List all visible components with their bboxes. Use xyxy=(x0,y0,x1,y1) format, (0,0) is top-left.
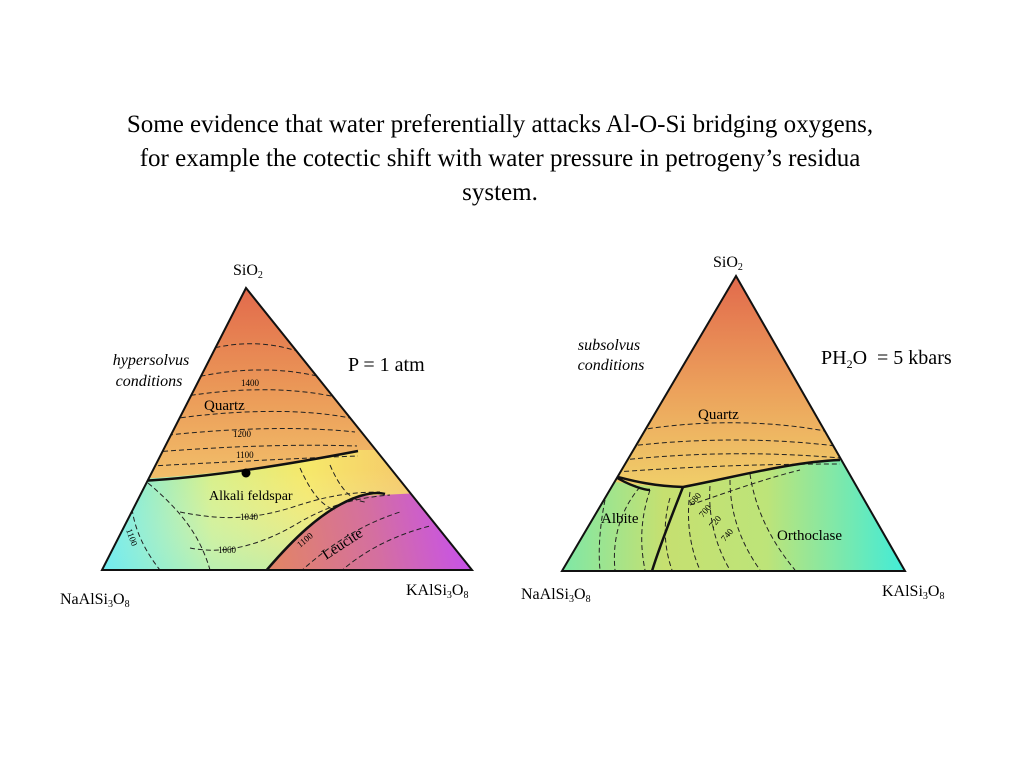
right-isotherms xyxy=(598,422,841,571)
right-apex-left-label: NaAlSi3O8 xyxy=(521,586,591,605)
right-ternary-diagram xyxy=(562,276,905,571)
right-pressure-label: PH2O = 5 kbars xyxy=(821,347,952,371)
left-triangle-outline xyxy=(100,286,475,571)
left-isotherm-label: 1060 xyxy=(218,545,237,555)
left-quartz-label: Quartz xyxy=(204,398,245,414)
left-pressure-label: P = 1 atm xyxy=(348,354,425,376)
slide-title: Some evidence that water preferentially … xyxy=(60,108,940,210)
left-isotherm-label: 1400 xyxy=(241,378,260,388)
left-apex-left-label: NaAlSi3O8 xyxy=(60,591,130,610)
right-apex-top-label: SiO2 xyxy=(713,254,743,273)
title-line-1: Some evidence that water preferentially … xyxy=(126,111,874,138)
left-feldspar-label: Alkali feldspar xyxy=(209,489,293,504)
left-conditions-line-2: conditions xyxy=(116,373,183,390)
title-line-2: for example the cotectic shift with wate… xyxy=(139,145,861,172)
left-leucite-boundary xyxy=(264,491,386,570)
left-minimum-point xyxy=(241,468,251,478)
right-apex-right-label: KAlSi3O8 xyxy=(882,583,944,602)
left-ternary-diagram xyxy=(102,288,472,570)
title-line-3: system. xyxy=(462,179,538,206)
left-conditions-line-1: hypersolvus xyxy=(113,352,189,369)
right-orthoclase-label: Orthoclase xyxy=(777,528,842,544)
right-triangle-outline xyxy=(560,274,907,572)
right-cotectic-boundaries xyxy=(613,458,841,571)
right-quartz-label: Quartz xyxy=(698,407,739,423)
left-isotherm-label: 1200 xyxy=(233,429,252,439)
right-albite-label: Albite xyxy=(601,511,639,527)
left-isotherm-labels: 1400 1200 1100 1040 1060 1100 1100 xyxy=(124,378,315,555)
right-conditions-line-2: conditions xyxy=(578,357,645,374)
left-isotherm-label: 1100 xyxy=(236,450,254,460)
left-apex-right-label: KAlSi3O8 xyxy=(406,582,468,601)
right-conditions-line-1: subsolvus xyxy=(578,337,640,354)
left-isotherm-label: 1040 xyxy=(240,512,259,522)
left-apex-top-label: SiO2 xyxy=(233,262,263,281)
